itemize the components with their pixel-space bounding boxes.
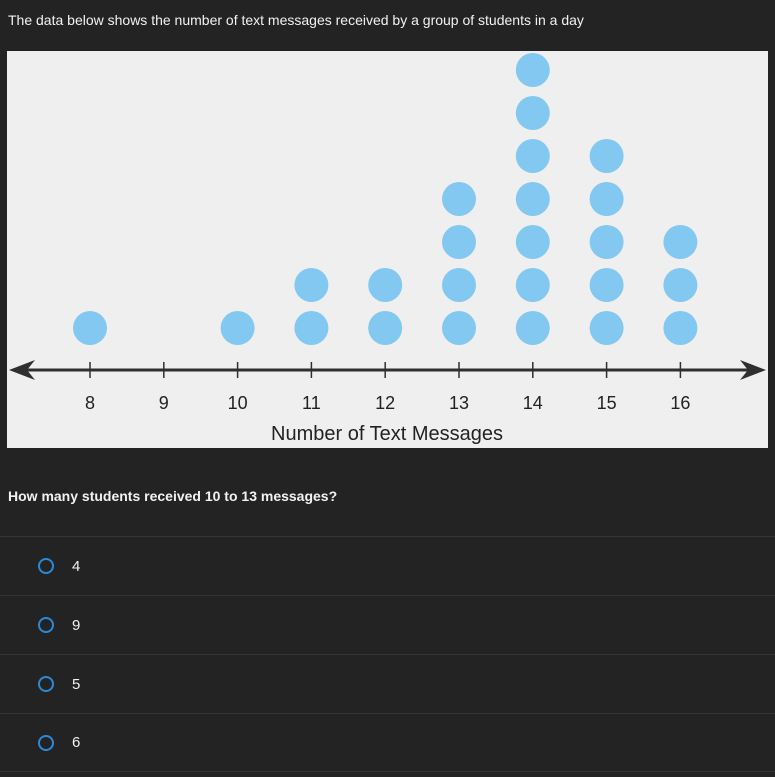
tick-label-15: 15: [597, 393, 617, 413]
intro-text: The data below shows the number of text …: [8, 12, 584, 28]
answer-option-3[interactable]: 5: [0, 654, 775, 713]
right-arrow-icon: [740, 360, 766, 380]
tick-label-16: 16: [670, 393, 690, 413]
data-dot-15-3: [589, 225, 624, 259]
data-dot-15-5: [589, 139, 624, 173]
data-dot-14-7: [515, 53, 550, 87]
data-dot-16-2: [663, 268, 698, 302]
data-dot-14-2: [515, 268, 550, 302]
data-dot-14-5: [515, 139, 550, 173]
data-dot-15-1: [589, 311, 624, 345]
tick-label-9: 9: [159, 393, 169, 413]
answer-label: 5: [72, 675, 81, 693]
question-text: How many students received 10 to 13 mess…: [8, 488, 338, 504]
left-arrow-icon: [9, 360, 35, 380]
dot-plot: 8 9 10 11 12 13 14 15 16 Number of Text Messages: [7, 51, 768, 448]
data-dot-12-2: [368, 268, 403, 302]
radio-button-icon[interactable]: [38, 558, 54, 574]
answer-label: 4: [72, 557, 81, 575]
data-dot-14-1: [515, 311, 550, 345]
data-dot-8-1: [73, 311, 107, 345]
data-dot-16-3: [663, 225, 698, 259]
tick-label-11: 11: [302, 393, 321, 413]
data-dot-16-1: [663, 311, 698, 345]
data-dot-13-4: [442, 182, 476, 216]
answer-label: 9: [72, 616, 81, 634]
answer-option-4[interactable]: 6: [0, 713, 775, 772]
radio-button-icon[interactable]: [38, 617, 54, 633]
tick-label-13: 13: [449, 393, 469, 413]
data-dot-13-1: [442, 311, 476, 345]
tick-label-12: 12: [375, 393, 395, 413]
data-dot-15-2: [589, 268, 624, 302]
answer-list: 4 9 5 6: [0, 536, 775, 772]
data-dot-11-2: [294, 268, 329, 302]
data-dot-13-2: [442, 268, 476, 302]
data-dot-15-4: [589, 182, 624, 216]
data-dot-12-1: [368, 311, 403, 345]
radio-button-icon[interactable]: [38, 676, 54, 692]
data-dot-14-3: [515, 225, 550, 259]
data-dot-13-3: [442, 225, 476, 259]
dot-plot-svg: 8 9 10 11 12 13 14 15 16 Number of Text Messages: [9, 53, 766, 445]
data-dot-14-4: [515, 182, 550, 216]
answer-option-2[interactable]: 9: [0, 595, 775, 654]
data-dot-10-1: [220, 311, 255, 345]
radio-button-icon[interactable]: [38, 734, 54, 751]
answer-label: 6: [72, 734, 81, 751]
tick-label-8: 8: [85, 393, 95, 413]
tick-label-10: 10: [228, 393, 248, 413]
tick-label-14: 14: [523, 393, 543, 413]
data-dot-11-1: [294, 311, 329, 345]
answer-option-1[interactable]: 4: [0, 536, 775, 595]
data-dot-14-6: [515, 96, 550, 130]
x-axis-label: Number of Text Messages: [271, 423, 503, 445]
